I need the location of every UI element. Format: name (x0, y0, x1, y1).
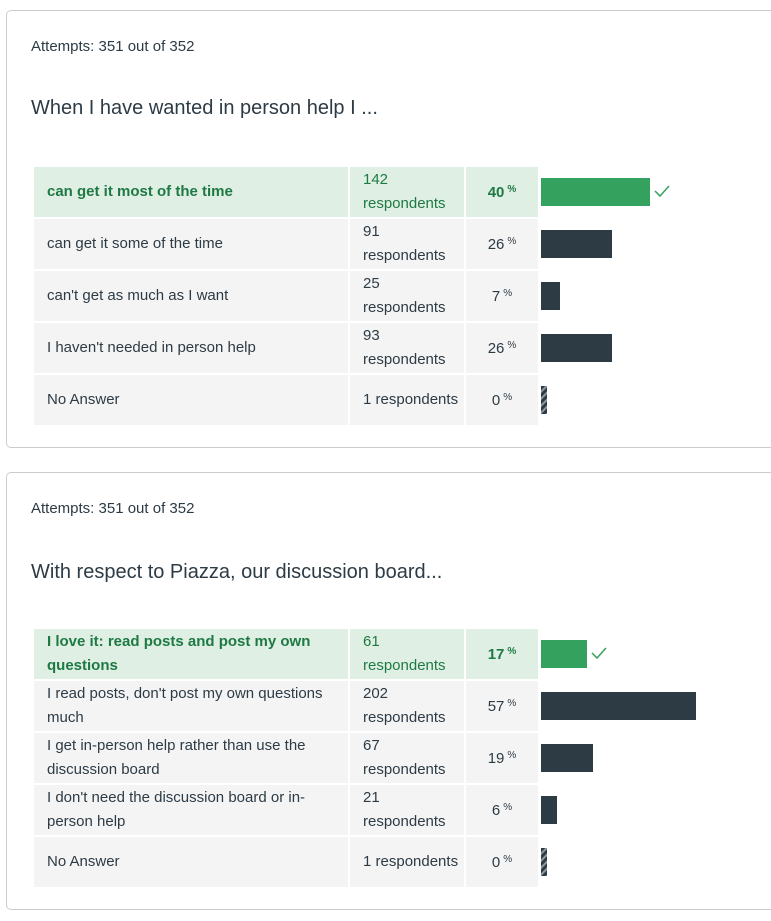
answer-label: I read posts, don't post my own question… (34, 681, 348, 731)
percent-bar (541, 848, 547, 876)
respondents-count: 25 respondents (350, 271, 464, 321)
percent-symbol: % (507, 749, 517, 761)
percent-value: 6 (491, 801, 501, 819)
respondents-count: 1 respondents (350, 837, 464, 887)
respondents-count: 1 respondents (350, 375, 464, 425)
percent-symbol: % (503, 801, 513, 813)
percent-symbol: % (503, 853, 513, 865)
percent-cell: 0% (466, 837, 538, 887)
attempts-text: Attempts: 351 out of 352 (31, 38, 195, 55)
answer-label: No Answer (34, 837, 348, 887)
percent-bar (541, 386, 547, 414)
percent-value: 26 (487, 339, 505, 357)
respondents-count: 142 respondents (350, 167, 464, 217)
question-panel-1: Attempts: 351 out of 352 When I have wan… (6, 10, 771, 448)
percent-value: 40 (487, 183, 505, 201)
percent-symbol: % (503, 391, 513, 403)
respondents-count: 61 respondents (350, 629, 464, 679)
percent-value: 19 (487, 749, 505, 767)
correct-check-icon (654, 185, 670, 198)
respondents-count: 202 respondents (350, 681, 464, 731)
answer-label: can get it some of the time (34, 219, 348, 269)
percent-value: 7 (491, 287, 501, 305)
answer-label: I haven't needed in person help (34, 323, 348, 373)
percent-cell: 26% (466, 323, 538, 373)
question-text: With respect to Piazza, our discussion b… (31, 561, 443, 583)
percent-cell: 0% (466, 375, 538, 425)
respondents-count: 67 respondents (350, 733, 464, 783)
percent-value: 17 (487, 645, 505, 663)
percent-cell: 17% (466, 629, 538, 679)
percent-cell: 19% (466, 733, 538, 783)
percent-bar (541, 744, 593, 772)
percent-value: 26 (487, 235, 505, 253)
percent-symbol: % (507, 235, 517, 247)
respondents-count: 93 respondents (350, 323, 464, 373)
percent-bar (541, 692, 696, 720)
percent-value: 0 (491, 853, 501, 871)
percent-bar (541, 334, 612, 362)
percent-symbol: % (507, 339, 517, 351)
percent-symbol: % (507, 697, 517, 709)
answer-label: can get it most of the time (34, 167, 348, 217)
respondents-count: 21 respondents (350, 785, 464, 835)
percent-bar (541, 230, 612, 258)
percent-value: 0 (491, 391, 501, 409)
respondents-count: 91 respondents (350, 219, 464, 269)
percent-symbol: % (507, 183, 517, 195)
percent-bar (541, 796, 557, 824)
percent-value: 57 (487, 697, 505, 715)
correct-check-icon (591, 647, 607, 660)
answer-label: I don't need the discussion board or in-… (34, 785, 348, 835)
answer-label: can't get as much as I want (34, 271, 348, 321)
answer-label: I love it: read posts and post my own qu… (34, 629, 348, 679)
percent-symbol: % (503, 287, 513, 299)
percent-cell: 26% (466, 219, 538, 269)
question-panel-2: Attempts: 351 out of 352 With respect to… (6, 472, 771, 910)
percent-cell: 57% (466, 681, 538, 731)
percent-cell: 6% (466, 785, 538, 835)
percent-bar (541, 282, 560, 310)
percent-symbol: % (507, 645, 517, 657)
question-text: When I have wanted in person help I ... (31, 97, 378, 119)
attempts-text: Attempts: 351 out of 352 (31, 500, 195, 517)
answer-label: No Answer (34, 375, 348, 425)
percent-bar (541, 178, 650, 206)
percent-bar (541, 640, 587, 668)
percent-cell: 7% (466, 271, 538, 321)
percent-cell: 40% (466, 167, 538, 217)
answer-label: I get in-person help rather than use the… (34, 733, 348, 783)
